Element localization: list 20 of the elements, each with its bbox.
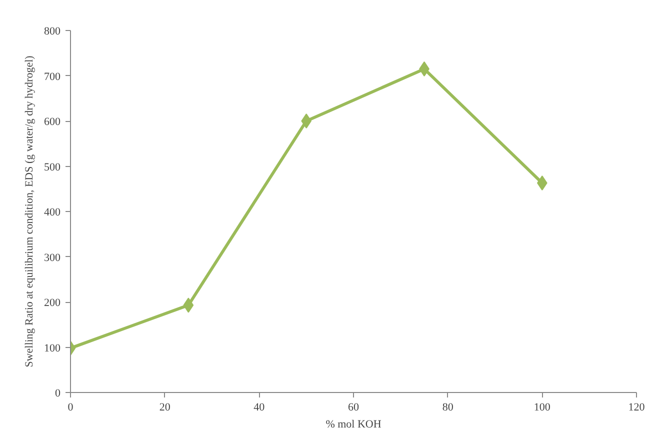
y-tick-label: 0 [55,388,61,400]
x-tick-label: 60 [348,402,360,414]
y-tick-label: 800 [44,26,61,38]
y-tick-label: 100 [44,342,61,354]
x-tick-label: 100 [534,402,551,414]
point [183,298,194,313]
x-tick-label: 120 [628,402,646,414]
y-tick-label: 400 [44,206,61,218]
x-tick-label: 80 [442,402,454,414]
y-tick-label: 600 [44,116,61,128]
y-axis-title: Swelling Ratio at equilibrium condition, EDS (g water/g dry hydrogel) [24,55,36,368]
y-tick-label: 700 [44,70,61,83]
x-tick-label: 40 [254,402,266,414]
x-tick-label: 0 [68,402,74,414]
y-tick-label: 500 [44,161,61,174]
x-tick-label: 20 [159,402,171,414]
y-tick-label: 200 [44,297,61,309]
point [301,114,312,128]
x-axis-title: % mol KOH [326,418,382,430]
y-tick-label: 300 [44,252,61,264]
